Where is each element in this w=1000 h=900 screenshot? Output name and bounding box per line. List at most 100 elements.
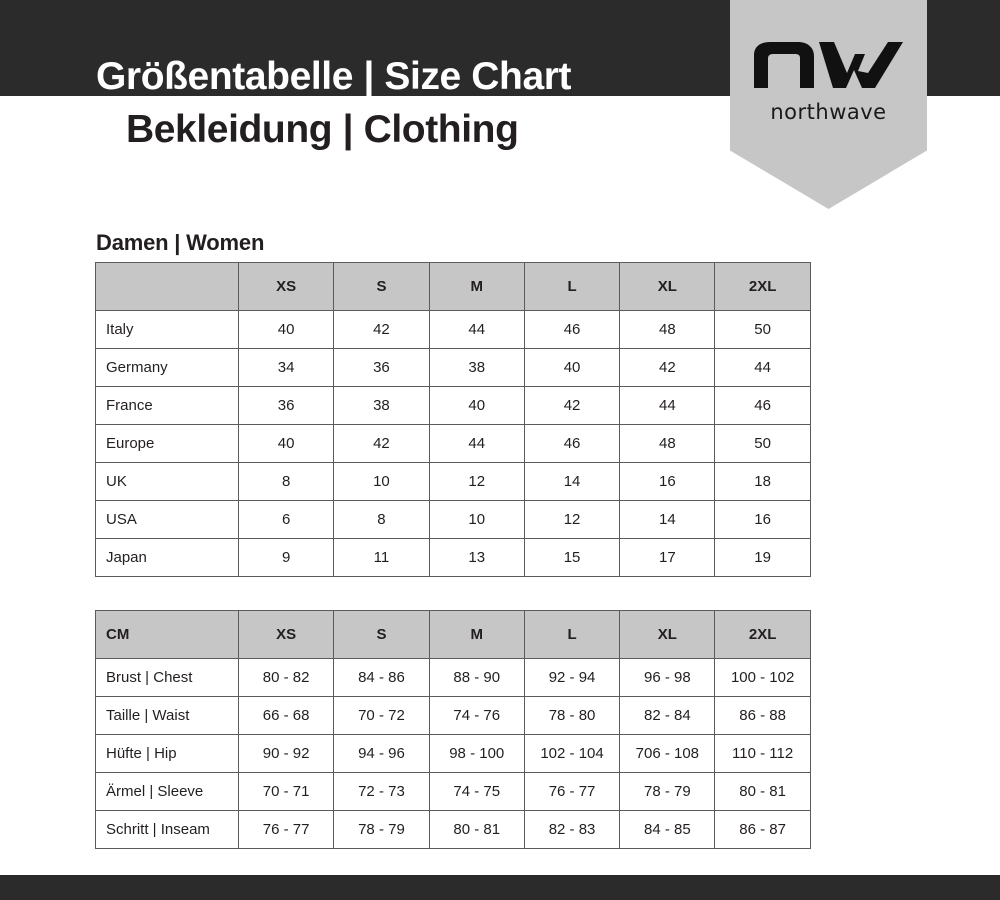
section-title-women: Damen | Women (96, 230, 265, 255)
row-label: France (95, 386, 239, 425)
table-cell: 80 - 81 (428, 810, 525, 849)
table-header-row: XS S M L XL 2XL (95, 262, 811, 311)
row-label: Ärmel | Sleeve (95, 772, 239, 811)
table-cell: 44 (428, 310, 525, 349)
column-header: M (428, 262, 525, 311)
table-cell: 72 - 73 (333, 772, 430, 811)
table-cell: 13 (428, 538, 525, 577)
table-cell: 40 (237, 424, 335, 463)
table-cell: 70 - 72 (333, 696, 430, 735)
table-cell: 100 - 102 (714, 658, 811, 697)
table-row: USA 6 8 10 12 14 16 (95, 500, 811, 539)
northwave-wordmark: northwave (770, 100, 887, 124)
table-cell: 38 (428, 348, 525, 387)
table-cell: 42 (523, 386, 621, 425)
table-cell: 86 - 87 (714, 810, 811, 849)
table-cell: 10 (333, 462, 430, 501)
table-cell: 86 - 88 (714, 696, 811, 735)
table-cell: 98 - 100 (428, 734, 525, 773)
table-row: France 36 38 40 42 44 46 (95, 386, 811, 425)
table-cell: 17 (619, 538, 716, 577)
column-header: L (523, 610, 621, 659)
table-row: Brust | Chest 80 - 82 84 - 86 88 - 90 92… (95, 658, 811, 697)
table-cell: 46 (523, 424, 621, 463)
table-cell: 76 - 77 (237, 810, 335, 849)
table-cell: 42 (333, 424, 430, 463)
column-header: XL (619, 262, 716, 311)
table-cell: 50 (714, 310, 811, 349)
table-cell: 36 (237, 386, 335, 425)
table-cell: 9 (237, 538, 335, 577)
table-cell: 12 (428, 462, 525, 501)
table-cell: 48 (619, 310, 716, 349)
table-cell: 80 - 82 (237, 658, 335, 697)
table-cell: 78 - 79 (619, 772, 716, 811)
column-header: S (333, 610, 430, 659)
table-cell: 46 (523, 310, 621, 349)
table-cell: 44 (428, 424, 525, 463)
table-cell: 12 (523, 500, 621, 539)
table-cell: 48 (619, 424, 716, 463)
column-header: XL (619, 610, 716, 659)
table-cell: 10 (428, 500, 525, 539)
table-cell: 82 - 83 (523, 810, 621, 849)
women-size-table: XS S M L XL 2XL Italy 40 42 44 46 48 50 … (95, 262, 811, 577)
table-cell: 40 (523, 348, 621, 387)
row-label: Germany (95, 348, 239, 387)
table-cell: 40 (428, 386, 525, 425)
table-cell: 8 (237, 462, 335, 501)
table-row: UK 8 10 12 14 16 18 (95, 462, 811, 501)
table-row: Taille | Waist 66 - 68 70 - 72 74 - 76 7… (95, 696, 811, 735)
table-row: Schritt | Inseam 76 - 77 78 - 79 80 - 81… (95, 810, 811, 849)
row-label: Italy (95, 310, 239, 349)
row-label: Europe (95, 424, 239, 463)
table-cell: 19 (714, 538, 811, 577)
table-cell: 15 (523, 538, 621, 577)
column-header: L (523, 262, 621, 311)
table-cell: 88 - 90 (428, 658, 525, 697)
page-subtitle: Bekleidung | Clothing (126, 108, 519, 151)
table-cell: 706 - 108 (619, 734, 716, 773)
row-label: Brust | Chest (95, 658, 239, 697)
table-cell: 82 - 84 (619, 696, 716, 735)
row-label: Japan (95, 538, 239, 577)
table-cell: 94 - 96 (333, 734, 430, 773)
row-label: Schritt | Inseam (95, 810, 239, 849)
table-cell: 11 (333, 538, 430, 577)
table-cell: 84 - 85 (619, 810, 716, 849)
table-cell: 78 - 80 (523, 696, 621, 735)
column-header: 2XL (714, 262, 811, 311)
column-header: M (428, 610, 525, 659)
table-cell: 66 - 68 (237, 696, 335, 735)
table-cell: 44 (714, 348, 811, 387)
table-cell: 18 (714, 462, 811, 501)
table-cell: 40 (237, 310, 335, 349)
table-cell: 44 (619, 386, 716, 425)
table-row: Hüfte | Hip 90 - 92 94 - 96 98 - 100 102… (95, 734, 811, 773)
table-cell: 8 (333, 500, 430, 539)
row-label: USA (95, 500, 239, 539)
table-cell: 14 (619, 500, 716, 539)
table-cell: 110 - 112 (714, 734, 811, 773)
table-row: Europe 40 42 44 46 48 50 (95, 424, 811, 463)
row-label: UK (95, 462, 239, 501)
column-header: CM (95, 610, 239, 659)
table-cell: 16 (619, 462, 716, 501)
table-cell: 70 - 71 (237, 772, 335, 811)
column-header: 2XL (714, 610, 811, 659)
table-cell: 42 (333, 310, 430, 349)
column-header (95, 262, 239, 311)
table-cell: 50 (714, 424, 811, 463)
cm-measurements-table: CM XS S M L XL 2XL Brust | Chest 80 - 82… (95, 610, 811, 849)
table-cell: 34 (237, 348, 335, 387)
column-header: S (333, 262, 430, 311)
table-row: Japan 9 11 13 15 17 19 (95, 538, 811, 577)
table-cell: 38 (333, 386, 430, 425)
table-cell: 16 (714, 500, 811, 539)
table-cell: 36 (333, 348, 430, 387)
table-cell: 42 (619, 348, 716, 387)
table-cell: 6 (237, 500, 335, 539)
table-cell: 102 - 104 (523, 734, 621, 773)
table-cell: 78 - 79 (333, 810, 430, 849)
